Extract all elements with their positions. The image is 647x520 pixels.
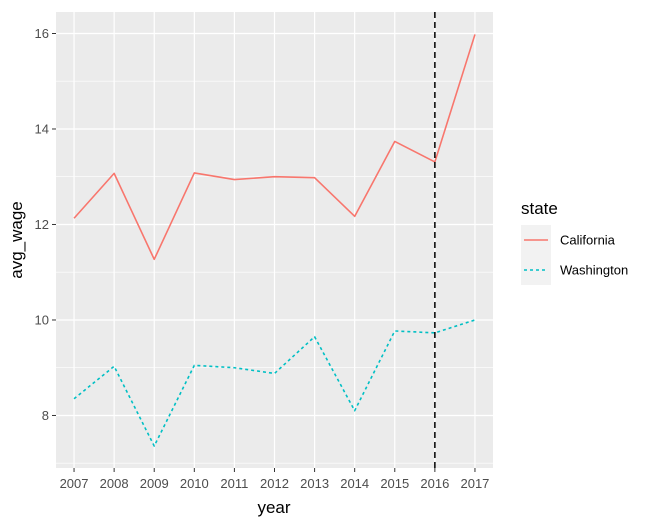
x-tick-label: 2010 bbox=[180, 476, 209, 491]
x-tick-label: 2012 bbox=[260, 476, 289, 491]
y-tick-label: 12 bbox=[35, 217, 49, 232]
x-tick-label: 2017 bbox=[460, 476, 489, 491]
series-line-washington bbox=[73, 319, 476, 447]
x-tick-label: 2013 bbox=[300, 476, 329, 491]
x-tick-label: 2009 bbox=[140, 476, 169, 491]
legend-label-california: California bbox=[560, 233, 616, 248]
series-lines bbox=[73, 34, 476, 447]
x-axis-title: year bbox=[257, 498, 290, 517]
y-tick-label: 8 bbox=[42, 408, 49, 423]
x-tick-label: 2014 bbox=[340, 476, 369, 491]
y-tick-label: 14 bbox=[35, 121, 49, 136]
legend-label-washington: Washington bbox=[560, 263, 628, 278]
legend: state California Washington bbox=[521, 199, 628, 285]
y-tick-label: 10 bbox=[35, 312, 49, 327]
x-tick-label: 2008 bbox=[100, 476, 129, 491]
y-tick-label: 16 bbox=[35, 26, 49, 41]
x-tick-label: 2011 bbox=[220, 476, 248, 491]
axes: 8 10 12 14 16 2007 2008 2009 2010 2011 2012 2013 201… bbox=[35, 26, 490, 491]
x-tick-label: 2007 bbox=[60, 476, 89, 491]
x-tick-label: 2016 bbox=[420, 476, 449, 491]
y-axis-title: avg_wage bbox=[7, 201, 26, 279]
series-line-california bbox=[73, 34, 476, 261]
legend-title: state bbox=[521, 199, 558, 218]
grid-lines bbox=[56, 12, 493, 468]
x-tick-label: 2015 bbox=[380, 476, 409, 491]
